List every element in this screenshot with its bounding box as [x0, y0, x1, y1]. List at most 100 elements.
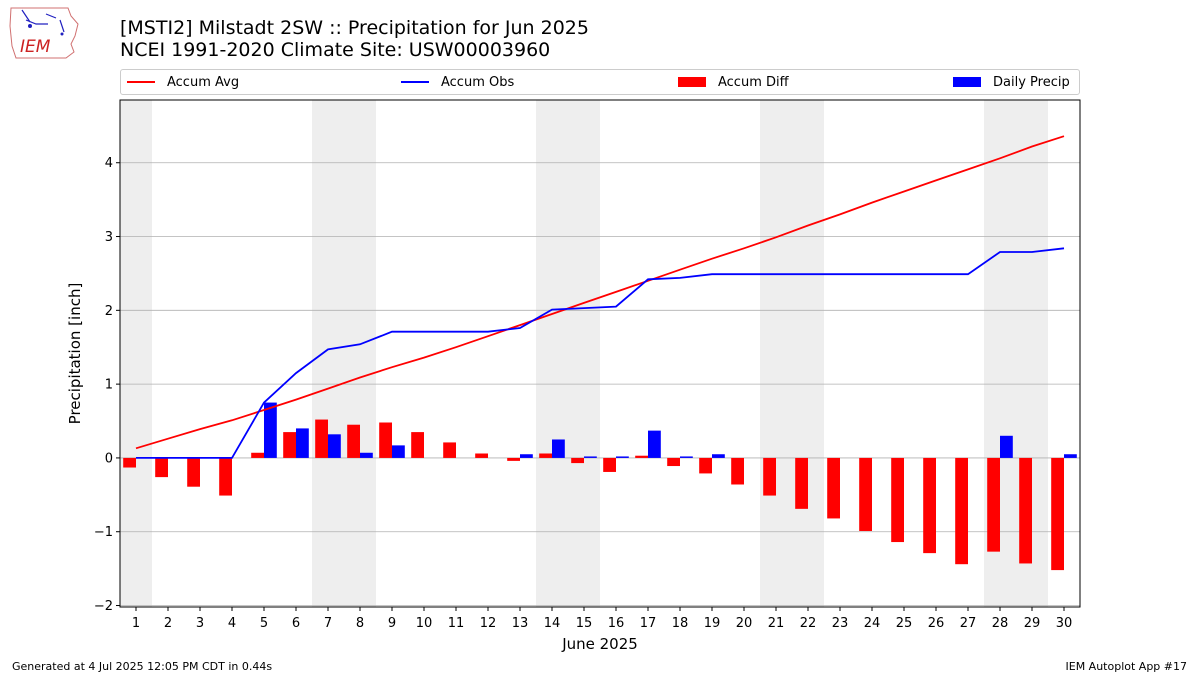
bar-accum-diff	[187, 457, 200, 487]
bar-accum-diff	[219, 457, 232, 496]
weekend-shade-3	[536, 100, 600, 607]
x-tick-label: 20	[736, 616, 753, 631]
bar-daily-precip	[520, 454, 533, 458]
iem-logo: IEM	[8, 6, 80, 60]
legend-label-accum-obs: Accum Obs	[441, 74, 515, 90]
x-tick-label: 5	[260, 616, 268, 631]
x-tick-label: 24	[864, 616, 881, 631]
x-tick-label: 28	[992, 616, 1009, 631]
weekend-shading	[120, 100, 1048, 607]
bar-accum-diff	[571, 457, 584, 464]
x-tick-label: 16	[608, 616, 625, 631]
legend-item-accum-obs: Accum Obs	[401, 73, 514, 91]
bar-accum-diff	[859, 457, 872, 531]
x-tick-label: 12	[480, 616, 497, 631]
legend-swatch-accum-obs	[401, 81, 429, 83]
x-tick-label: 25	[896, 616, 913, 631]
bar-accum-diff	[347, 424, 360, 458]
bar-series	[123, 402, 1077, 571]
bar-accum-diff	[475, 453, 488, 458]
bar-accum-diff	[891, 457, 904, 543]
x-axis-ticks: 1 2 3 4 5 6 7 8 9 10 11 12 13 14 15 16 17 18 19 20 21 22 23 24 2…	[132, 607, 1072, 631]
bar-accum-diff	[923, 457, 936, 554]
x-tick-label: 4	[228, 616, 236, 631]
bar-accum-diff	[1019, 457, 1032, 564]
bar-accum-diff	[315, 419, 328, 458]
logo-text: IEM	[20, 37, 51, 57]
bar-accum-diff	[667, 457, 680, 467]
bar-accum-diff	[1051, 457, 1064, 571]
legend-swatch-accum-diff	[678, 77, 706, 87]
grid-lines	[120, 162, 1080, 606]
bar-accum-diff	[123, 457, 136, 468]
bar-daily-precip	[648, 430, 661, 458]
weekend-shade-1	[120, 100, 152, 607]
y-tick-label: 0	[105, 451, 113, 466]
y-tick-label: −1	[94, 525, 113, 540]
x-tick-label: 11	[448, 616, 465, 631]
x-tick-label: 13	[512, 616, 529, 631]
legend-swatch-daily-precip	[953, 77, 981, 87]
bar-daily-precip	[296, 428, 309, 458]
y-tick-label: 1	[105, 378, 113, 393]
bar-accum-diff	[379, 422, 392, 458]
bar-daily-precip	[616, 456, 629, 458]
title-line-1: [MSTI2] Milstadt 2SW :: Precipitation fo…	[120, 17, 589, 39]
x-axis-label: June 2025	[561, 635, 638, 653]
legend-item-accum-avg: Accum Avg	[127, 73, 239, 91]
line-accum-avg	[135, 135, 1065, 450]
y-tick-label: 4	[105, 156, 113, 171]
bar-accum-diff	[635, 455, 648, 458]
bar-daily-precip	[712, 454, 725, 458]
generated-note: Generated at 4 Jul 2025 12:05 PM CDT in …	[12, 660, 273, 673]
x-tick-label: 6	[292, 616, 300, 631]
bar-daily-precip	[584, 456, 597, 458]
x-tick-label: 27	[960, 616, 977, 631]
bar-daily-precip	[392, 445, 405, 458]
bar-accum-diff	[699, 457, 712, 474]
bar-accum-diff	[155, 457, 168, 478]
bar-daily-precip	[360, 452, 373, 458]
x-tick-label: 14	[544, 616, 561, 631]
line-accum-obs	[136, 247, 1065, 459]
x-tick-label: 1	[132, 616, 140, 631]
bar-daily-precip	[680, 456, 693, 458]
y-tick-label: 3	[105, 230, 113, 245]
x-tick-label: 23	[832, 616, 849, 631]
chart-legend: Accum Avg Accum Obs Accum Diff Daily Pre…	[120, 69, 1080, 95]
bar-daily-precip	[552, 439, 565, 458]
legend-swatch-accum-avg	[127, 81, 155, 83]
y-tick-label: 2	[105, 304, 113, 319]
x-tick-label: 10	[416, 616, 433, 631]
x-tick-label: 9	[388, 616, 396, 631]
chart-title: [MSTI2] Milstadt 2SW :: Precipitation fo…	[120, 17, 589, 61]
x-tick-label: 7	[324, 616, 332, 631]
bar-daily-precip	[328, 434, 341, 458]
legend-label-daily-precip: Daily Precip	[993, 74, 1070, 90]
bar-accum-diff	[603, 457, 616, 472]
legend-label-accum-avg: Accum Avg	[167, 74, 240, 90]
x-tick-label: 17	[640, 616, 657, 631]
x-tick-label: 2	[164, 616, 172, 631]
bar-accum-diff	[827, 457, 840, 519]
app-credit: IEM Autoplot App #17	[1065, 660, 1188, 673]
bar-daily-precip	[264, 402, 277, 458]
plot-frame	[119, 99, 1081, 608]
legend-item-accum-diff: Accum Diff	[678, 73, 789, 91]
x-tick-label: 21	[768, 616, 785, 631]
x-tick-label: 22	[800, 616, 817, 631]
legend-label-accum-diff: Accum Diff	[718, 74, 789, 90]
bar-accum-diff	[443, 442, 456, 458]
x-tick-label: 19	[704, 616, 721, 631]
bar-accum-diff	[411, 432, 424, 458]
x-tick-label: 30	[1056, 616, 1073, 631]
weekend-shade-4	[760, 100, 824, 607]
y-axis-ticks: −2 −1 0 1 2 3 4	[94, 156, 120, 614]
line-series	[135, 135, 1065, 459]
title-line-2: NCEI 1991-2020 Climate Site: USW00003960	[120, 39, 551, 61]
y-axis-label: Precipitation [inch]	[66, 283, 84, 425]
bar-accum-diff	[955, 457, 968, 565]
x-tick-label: 3	[196, 616, 204, 631]
x-tick-label: 15	[576, 616, 593, 631]
